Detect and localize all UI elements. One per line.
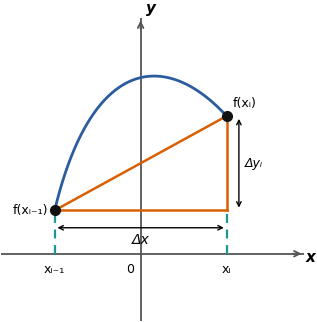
Text: Δx: Δx: [132, 233, 150, 247]
Text: 0: 0: [126, 263, 134, 276]
Text: Δyᵢ: Δyᵢ: [245, 157, 263, 170]
Text: xᵢ: xᵢ: [222, 263, 231, 276]
Text: y: y: [146, 1, 156, 16]
Text: f(xᵢ₋₁): f(xᵢ₋₁): [13, 204, 48, 217]
Text: f(xᵢ): f(xᵢ): [233, 97, 257, 110]
Text: x: x: [306, 250, 316, 265]
Text: xᵢ₋₁: xᵢ₋₁: [44, 263, 65, 276]
